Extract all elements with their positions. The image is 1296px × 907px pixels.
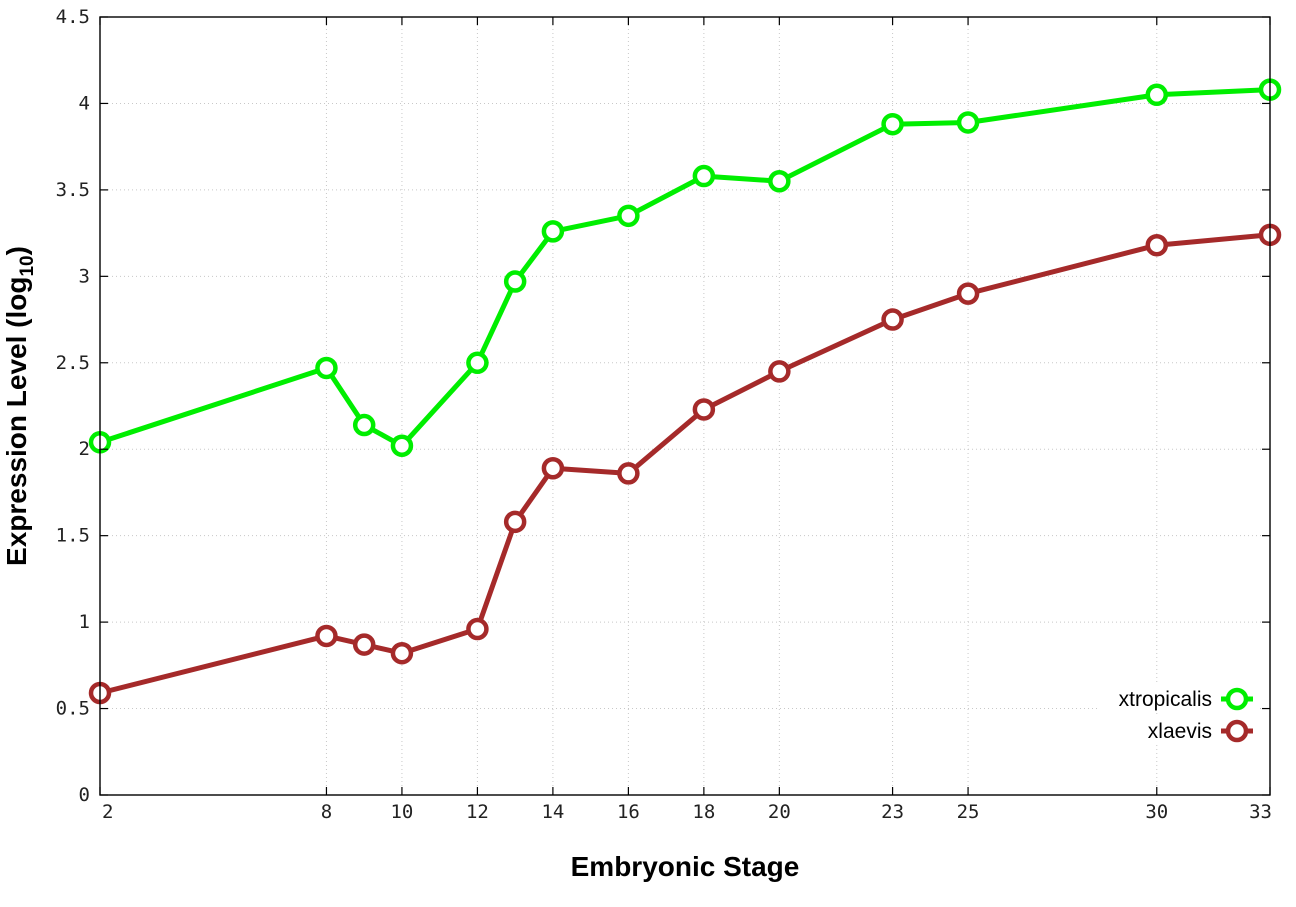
y-tick-label: 0 bbox=[79, 784, 90, 806]
series-xtropicalis bbox=[88, 78, 1282, 458]
data-point bbox=[390, 434, 414, 458]
y-tick-label: 3.5 bbox=[56, 179, 90, 201]
y-axis-title-subscript: 10 bbox=[17, 255, 38, 276]
data-point bbox=[768, 360, 791, 383]
y-axis-title-main: Expression Level (log bbox=[1, 277, 32, 566]
y-tick-label: 2.5 bbox=[56, 352, 90, 374]
x-tick-label: 2 bbox=[102, 801, 113, 823]
legend-marker bbox=[1225, 719, 1249, 743]
plot-frame bbox=[99, 16, 1271, 796]
x-tick-label: 12 bbox=[466, 801, 489, 823]
y-axis-title: Expression Level (log10) bbox=[1, 246, 38, 566]
y-tick-label: 0.5 bbox=[56, 698, 90, 720]
x-tick-label: 33 bbox=[1249, 801, 1272, 823]
data-point bbox=[315, 356, 338, 380]
data-point bbox=[315, 624, 338, 648]
y-tick-label: 1 bbox=[79, 611, 90, 633]
series-line bbox=[99, 87, 1271, 449]
y-axis-title-close: ) bbox=[1, 246, 32, 255]
data-point bbox=[956, 282, 980, 305]
y-tick-label: 3 bbox=[79, 265, 90, 287]
plot-area bbox=[88, 78, 1282, 705]
x-tick-label: 25 bbox=[957, 801, 980, 823]
data-point bbox=[541, 220, 565, 243]
x-tick-label: 8 bbox=[321, 801, 332, 823]
x-tick-label: 30 bbox=[1145, 801, 1168, 823]
data-point bbox=[352, 633, 376, 656]
data-point bbox=[692, 398, 716, 421]
series-xlaevis bbox=[88, 223, 1282, 705]
y-tick-label: 4 bbox=[79, 92, 90, 114]
y-tick-label: 4.5 bbox=[56, 6, 90, 28]
data-point bbox=[881, 308, 904, 331]
legend-marker bbox=[1225, 687, 1249, 711]
data-point bbox=[692, 164, 716, 188]
data-point bbox=[503, 270, 527, 293]
y-tick-label: 1.5 bbox=[56, 525, 90, 547]
grid bbox=[100, 17, 1270, 795]
x-tick-label: 23 bbox=[881, 801, 904, 823]
x-tick-label: 18 bbox=[692, 801, 715, 823]
legend: xtropicalis xlaevis bbox=[1098, 685, 1258, 745]
data-point bbox=[503, 510, 527, 534]
x-tick-label: 14 bbox=[541, 801, 564, 823]
legend-label: xlaevis bbox=[1148, 720, 1212, 743]
x-tick-label: 16 bbox=[617, 801, 640, 823]
data-point bbox=[617, 462, 640, 485]
series-line bbox=[99, 232, 1271, 696]
data-point bbox=[541, 456, 565, 480]
data-point bbox=[1145, 83, 1169, 107]
data-point bbox=[1145, 233, 1169, 257]
data-point bbox=[466, 351, 489, 375]
data-point bbox=[617, 204, 640, 228]
x-tick-label: 20 bbox=[768, 801, 791, 823]
x-axis-title: Embryonic Stage bbox=[571, 851, 800, 882]
data-point bbox=[768, 169, 791, 193]
data-point bbox=[881, 112, 904, 136]
x-tick-label: 10 bbox=[390, 801, 413, 823]
data-point bbox=[466, 617, 489, 641]
data-point bbox=[390, 641, 414, 665]
data-point bbox=[956, 111, 980, 134]
y-tick-label: 2 bbox=[79, 438, 90, 460]
data-point bbox=[352, 413, 376, 437]
legend-label: xtropicalis bbox=[1119, 688, 1212, 711]
axis-ticks: 0 0.5 1 1.5 2 2.5 3 3.5 4 4.5 2 8 10 12 14 16 18 20 23 25 30… bbox=[56, 6, 1272, 823]
